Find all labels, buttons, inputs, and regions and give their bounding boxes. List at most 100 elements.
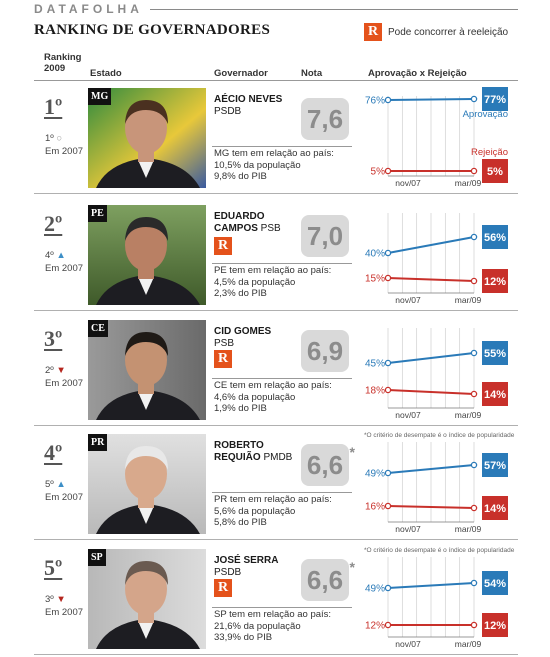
approval-end-label: 55% <box>484 348 506 360</box>
stats-rule <box>212 146 352 147</box>
governor-name-line1: EDUARDO <box>214 211 265 222</box>
governor-photo: SP <box>88 549 206 649</box>
reelection-badge-icon: R <box>214 579 232 597</box>
approval-point <box>384 249 392 257</box>
nota-box: 6,9 <box>301 330 349 372</box>
governor-photo: CE <box>88 320 206 420</box>
rejection-point <box>470 504 478 512</box>
rejection-point <box>384 386 392 394</box>
previous-rank-value: 3º ▼ <box>45 594 66 605</box>
governor-photo: PR <box>88 434 206 534</box>
legend-text: Pode concorrer à reeleição <box>388 26 509 38</box>
gdp-share: 5,8% do PIB <box>214 517 267 528</box>
stats-rule <box>212 378 352 379</box>
rejection-point <box>384 167 392 175</box>
arrow-up-icon: ▲ <box>56 479 66 490</box>
rejection-end-badge <box>482 496 508 520</box>
nota-box: 7,6 <box>301 98 349 140</box>
rejection-end-label: 14% <box>484 389 506 401</box>
arrow-up-icon: ▲ <box>56 250 66 261</box>
approval-point <box>384 359 392 367</box>
population-share: 4,6% da população <box>214 391 296 403</box>
face-shape <box>125 334 167 386</box>
governor-name-line2: PSDB <box>214 106 282 118</box>
previous-rank-value: 1º ○ <box>45 133 63 144</box>
party-label: PSB <box>260 223 281 234</box>
state-label: PE <box>88 205 107 222</box>
gdp-share: 2,3% do PIB <box>214 288 267 299</box>
state-label: SP <box>88 549 106 566</box>
population-share: 10,5% da população <box>214 159 301 171</box>
approval-chart: 76% 5% 77% 5% Aprovação Rejeição nov/07 mar/09 <box>365 87 508 188</box>
state-label: PR <box>88 434 108 451</box>
approval-chart: 40% 15% 56% 12% nov/07 mar/09 <box>365 213 508 305</box>
header-aprovacao: Aprovação x Rejeição <box>368 68 467 79</box>
legend: R Pode concorrer à reeleição <box>364 23 508 41</box>
rejection-start-label: 16% <box>365 502 385 513</box>
stats-title: PR tem em relação ao país: <box>214 494 332 505</box>
rank-number: 3º <box>44 326 63 351</box>
previous-year: Em 2007 <box>45 492 84 503</box>
governor-name: ROBERTO REQUIÃO PMDB <box>214 440 292 464</box>
approval-point <box>384 469 392 477</box>
approval-start-label: 49% <box>365 469 385 480</box>
x-tick-label: mar/09 <box>455 524 482 534</box>
previous-rank: 3º ▼ Em 2007 <box>45 593 83 619</box>
previous-year: Em 2007 <box>45 378 84 389</box>
x-tick-label: nov/07 <box>395 295 421 305</box>
rejection-end-badge <box>482 159 508 183</box>
nota-value: 7,0 <box>306 220 344 251</box>
population-share: 4,5% da população <box>214 276 296 288</box>
rank-number: 4º <box>44 440 63 465</box>
header-nota: Nota <box>301 68 323 79</box>
governor-name-line1: AÉCIO NEVES <box>214 94 283 105</box>
rejection-point <box>384 274 392 282</box>
reelection-badge-icon: R <box>214 350 232 368</box>
face-shape <box>125 563 167 615</box>
row-divider <box>34 425 518 426</box>
approval-end-label: 77% <box>484 94 506 106</box>
previous-rank-value: 2º ▼ <box>45 365 66 376</box>
state-stats: PR tem em relação ao país: 5,6% da popula… <box>214 494 332 529</box>
ranking-row: 1º 1º ○ Em 2007 MG AÉCIO NEVES PSDB 7,6 MG tem … <box>34 84 518 194</box>
portrait <box>88 88 206 188</box>
approval-end-badge <box>482 225 508 249</box>
governor-name: AÉCIO NEVES PSDB <box>214 94 282 118</box>
stats-rule <box>212 607 352 608</box>
approval-point <box>384 584 392 592</box>
approval-end-badge <box>482 87 508 111</box>
rejection-series-line <box>387 389 475 395</box>
approval-start-label: 40% <box>365 249 385 260</box>
rejection-end-label: 14% <box>484 503 506 515</box>
shirt-shape <box>138 392 154 410</box>
circle-icon: ○ <box>56 133 63 144</box>
governor-name-line2: PSDB <box>214 567 278 579</box>
nota-box: 6,6 * <box>301 444 355 486</box>
state-stats: PE tem em relação ao país: 4,5% da popula… <box>214 265 331 300</box>
asterisk-icon: * <box>349 444 355 460</box>
rejection-point <box>384 502 392 510</box>
stats-rule <box>212 263 352 264</box>
portrait <box>88 434 206 534</box>
population-share: 21,6% da população <box>214 620 301 632</box>
party-label: PSB <box>214 338 235 349</box>
rejection-end-label: 12% <box>484 620 506 632</box>
state-stats: MG tem em relação ao país: 10,5% da popul… <box>214 148 334 183</box>
brand-label: DATAFOLHA <box>34 2 143 16</box>
x-tick-label: mar/09 <box>455 639 482 649</box>
governor-name-line2: REQUIÃO PMDB <box>214 452 293 463</box>
approval-end-label: 54% <box>484 578 506 590</box>
rejection-point <box>384 621 392 629</box>
row-divider <box>34 654 518 655</box>
shirt-shape <box>138 160 154 178</box>
approval-start-label: 76% <box>365 96 385 107</box>
x-tick-label: nov/07 <box>395 639 421 649</box>
hair-shape <box>125 446 168 470</box>
approval-series-line <box>387 352 475 364</box>
rank-number: 1º <box>44 94 63 119</box>
approval-start-label: 49% <box>365 584 385 595</box>
rejection-point <box>470 621 478 629</box>
rank-number: 5º <box>44 555 63 580</box>
approval-series-line <box>387 582 475 589</box>
governor-name-line2: PSB <box>214 338 271 350</box>
